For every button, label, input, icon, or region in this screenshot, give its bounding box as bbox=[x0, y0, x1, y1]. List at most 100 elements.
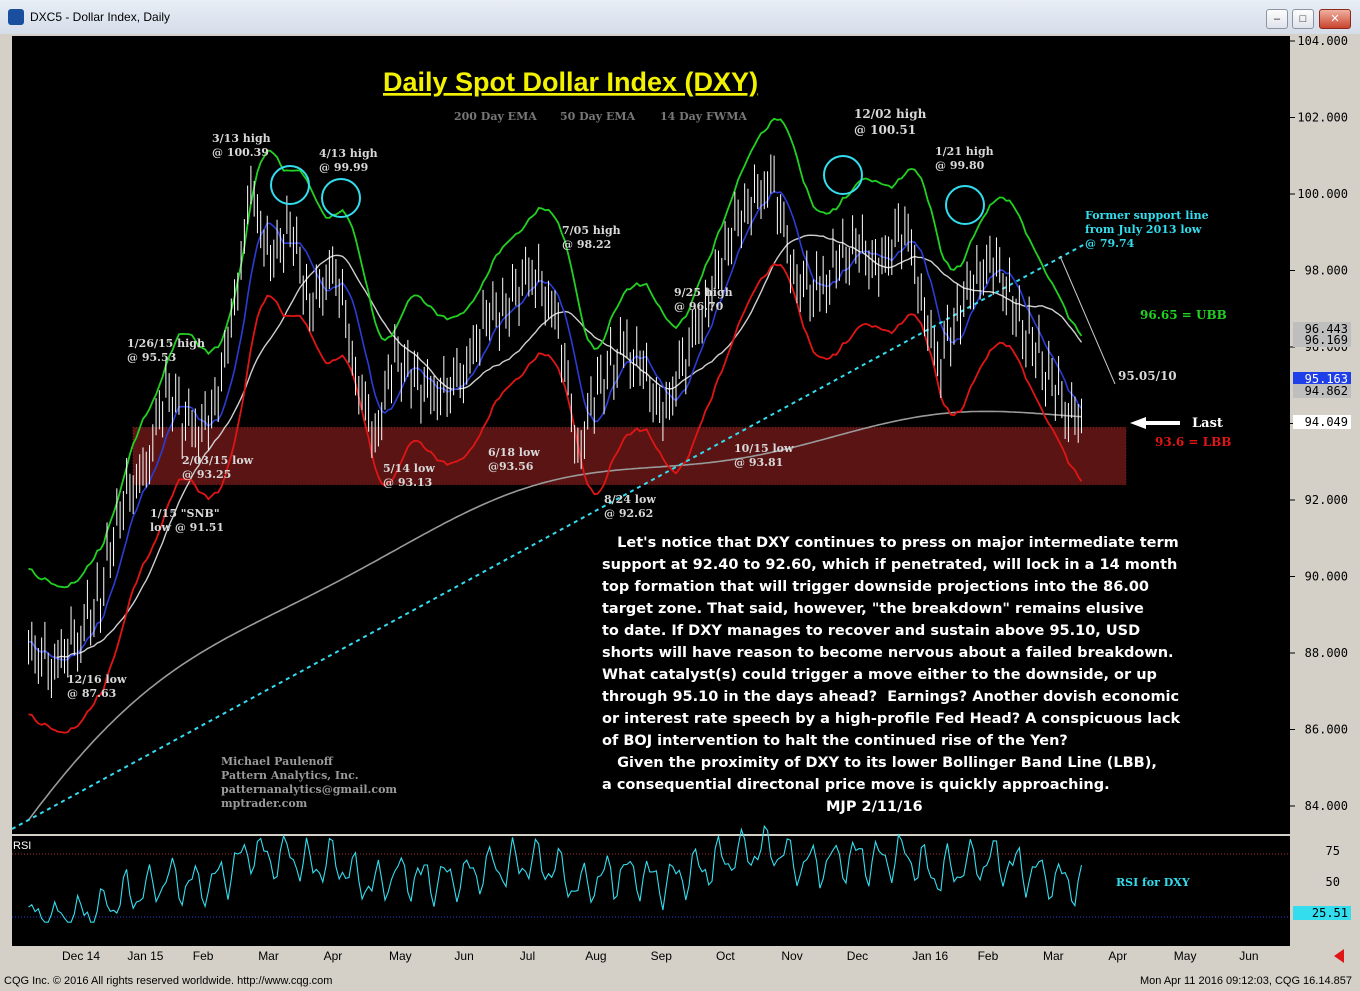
copyright-text: CQG Inc. © 2016 All rights reserved worl… bbox=[4, 975, 333, 987]
price-tag-value: 96.169 bbox=[1305, 333, 1348, 347]
commentary-line: through 95.10 in the days ahead? Earning… bbox=[602, 689, 1179, 705]
ann-12-16-low: 12/16 low bbox=[67, 673, 127, 686]
y-tick-label: 104.000 bbox=[1297, 34, 1348, 48]
ann-1-26-high: 1/26/15 high bbox=[127, 337, 205, 350]
ann-95-10: 95.05/10 bbox=[1118, 369, 1177, 383]
commentary-line: top formation that will trigger downside… bbox=[602, 579, 1149, 595]
app-icon bbox=[8, 9, 24, 25]
ann-6-18-low-value: @93.56 bbox=[488, 460, 534, 473]
rsi-label: RSI for DXY bbox=[1116, 876, 1190, 889]
ann-snb-low-value: low @ 91.51 bbox=[150, 521, 224, 534]
y-tick-label: 92.000 bbox=[1305, 493, 1348, 507]
high-circle bbox=[945, 185, 985, 225]
ann-support-line-2: from July 2013 low bbox=[1085, 223, 1202, 236]
x-tick-label: Jul bbox=[520, 949, 535, 963]
ann-8-24-low-value: @ 92.62 bbox=[604, 507, 653, 520]
ann-10-15-low-value: @ 93.81 bbox=[734, 456, 783, 469]
ann-3-13-high: 3/13 high bbox=[212, 132, 271, 145]
support-zone bbox=[132, 426, 1127, 486]
x-tick-label: Feb bbox=[193, 949, 214, 963]
ann-last: Last bbox=[1192, 416, 1223, 431]
x-tick-label: Dec bbox=[847, 949, 868, 963]
price-tag bbox=[1293, 415, 1351, 429]
status-bar: CQG Inc. © 2016 All rights reserved worl… bbox=[0, 972, 1360, 991]
rsi-panel[interactable] bbox=[12, 836, 1290, 946]
ann-4-13-high-value: @ 99.99 bbox=[319, 161, 368, 174]
price-tag bbox=[1293, 384, 1351, 398]
commentary-line: a consequential directonal price move is… bbox=[602, 777, 1110, 793]
price-tag-value: 94.862 bbox=[1305, 384, 1348, 398]
ann-snb-low: 1/15 "SNB" bbox=[150, 507, 220, 520]
commentary-text: Let's notice that DXY continues to press… bbox=[602, 535, 1181, 815]
close-button[interactable]: ✕ bbox=[1319, 9, 1351, 29]
ann-8-24-low: 8/24 low bbox=[604, 493, 656, 506]
x-tick-label: Jun bbox=[1239, 949, 1258, 963]
ann-1-21-high: 1/21 high bbox=[935, 145, 994, 158]
y-tick-label: 84.000 bbox=[1305, 799, 1348, 813]
support-trendline bbox=[11, 243, 1086, 830]
x-tick-label: Jun bbox=[454, 949, 473, 963]
ann-12-02-high: 12/02 high bbox=[854, 107, 927, 121]
price-tag-value: 95.163 bbox=[1305, 372, 1348, 386]
x-tick-label: Jan 16 bbox=[912, 949, 948, 963]
title-bar[interactable]: DXC5 - Dollar Index, Daily – □ ✕ bbox=[0, 0, 1360, 34]
x-tick-label: May bbox=[389, 949, 412, 963]
legend-14-fwma: 14 Day FWMA bbox=[660, 110, 747, 123]
high-circle bbox=[823, 155, 863, 195]
author-company: Pattern Analytics, Inc. bbox=[221, 769, 359, 782]
timestamp-text: Mon Apr 11 2016 09:12:03, CQG 16.14.857 bbox=[1139, 975, 1352, 987]
y-tick-label: 90.000 bbox=[1305, 570, 1348, 584]
ann-12-02-high-value: @ 100.51 bbox=[854, 123, 916, 137]
ann-support-line-1: Former support line bbox=[1085, 209, 1209, 222]
x-tick-label: Feb bbox=[978, 949, 999, 963]
lower-bollinger-line bbox=[28, 263, 1083, 734]
x-tick-label: Jan 15 bbox=[127, 949, 163, 963]
author-site: mptrader.com bbox=[221, 797, 308, 810]
price-tag bbox=[1293, 333, 1351, 347]
commentary-line: Let's notice that DXY continues to press… bbox=[602, 535, 1179, 551]
commentary-line: MJP 2/11/16 bbox=[826, 799, 923, 815]
maximize-button[interactable]: □ bbox=[1292, 9, 1314, 29]
ann-4-13-high: 4/13 high bbox=[319, 147, 378, 160]
y-tick-label: 86.000 bbox=[1305, 723, 1348, 737]
ann-10-15-low: 10/15 low bbox=[734, 442, 794, 455]
x-tick-label: Dec 14 bbox=[62, 949, 100, 963]
rsi-tag: RSI bbox=[13, 840, 31, 852]
ann-1-21-high-value: @ 99.80 bbox=[935, 159, 985, 172]
ann-9-25-high: 9/25 high bbox=[674, 286, 733, 299]
commentary-line: of BOJ intervention to halt the continue… bbox=[602, 733, 1068, 749]
ema200-line bbox=[27, 410, 1082, 821]
x-tick-label: Mar bbox=[1043, 949, 1064, 963]
price-tag bbox=[1293, 322, 1351, 336]
y-tick-label: 88.000 bbox=[1305, 646, 1348, 660]
ann-2-03-low-value: @ 93.25 bbox=[182, 468, 231, 481]
upper-bollinger-line bbox=[28, 117, 1083, 589]
ann-2-03-low: 2/03/15 low bbox=[182, 454, 254, 467]
minimize-button[interactable]: – bbox=[1266, 9, 1288, 29]
x-tick-label: Nov bbox=[781, 949, 802, 963]
resistance-trendline bbox=[1059, 255, 1116, 385]
scroll-left-icon[interactable] bbox=[1331, 948, 1349, 964]
legend-200-ema: 200 Day EMA bbox=[454, 110, 537, 123]
ann-ubb: 96.65 = UBB bbox=[1140, 308, 1227, 322]
x-axis-bg bbox=[12, 946, 1290, 966]
rsi-tick-label: 50 bbox=[1326, 875, 1340, 889]
ann-6-18-low: 6/18 low bbox=[488, 446, 540, 459]
high-circle bbox=[321, 178, 361, 218]
price-tag-value: 94.049 bbox=[1305, 415, 1348, 429]
ann-support-line-3: @ 79.74 bbox=[1085, 237, 1135, 250]
x-tick-label: Sep bbox=[651, 949, 673, 963]
commentary-line: Given the proximity of DXY to its lower … bbox=[602, 755, 1157, 771]
commentary-line: to date. If DXY manages to recover and s… bbox=[602, 623, 1140, 639]
ann-5-14-low-value: @ 93.13 bbox=[383, 476, 432, 489]
ann-lbb: 93.6 = LBB bbox=[1155, 435, 1231, 449]
ann-12-16-low-value: @ 87.63 bbox=[67, 687, 116, 700]
commentary-line: What catalyst(s) could trigger a move ei… bbox=[602, 667, 1157, 683]
commentary-line: or interest rate speech by a high-profil… bbox=[602, 711, 1181, 727]
rsi-value: 25.51 bbox=[1312, 906, 1348, 920]
rsi-line bbox=[28, 824, 1083, 923]
author-name: Michael Paulenoff bbox=[221, 755, 334, 768]
ann-1-26-high-value: @ 95.53 bbox=[127, 351, 176, 364]
chart-area[interactable]: 104.000102.000100.00098.00096.00094.0009… bbox=[10, 34, 1353, 966]
